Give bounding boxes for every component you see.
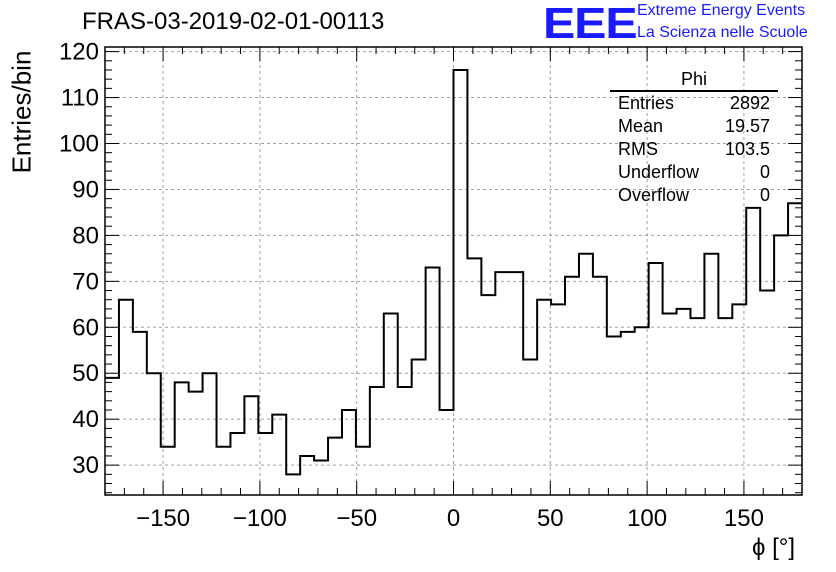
y-tick-label: 60 xyxy=(72,314,99,341)
stats-label: Overflow xyxy=(618,185,690,205)
stats-title: Phi xyxy=(610,68,778,92)
stats-label: RMS xyxy=(618,139,658,159)
stats-row-entries: Entries 2892 xyxy=(610,92,778,115)
stats-label: Entries xyxy=(618,93,675,113)
y-tick-label: 100 xyxy=(59,130,99,157)
x-tick-label: 150 xyxy=(724,505,764,532)
x-tick-label: 100 xyxy=(627,505,667,532)
stats-label: Underflow xyxy=(618,162,700,182)
chart-title: FRAS-03-2019-02-01-00113 xyxy=(82,8,385,35)
stats-label: Mean xyxy=(618,116,664,136)
y-axis-label: Entries/bin xyxy=(6,50,37,174)
stats-row-underflow: Underflow 0 xyxy=(610,161,778,184)
stats-box: Phi Entries 2892 Mean 19.57 RMS 103.5 Un… xyxy=(610,68,778,207)
stats-row-overflow: Overflow 0 xyxy=(610,184,778,207)
y-tick-label: 70 xyxy=(72,268,99,295)
stats-row-rms: RMS 103.5 xyxy=(610,138,778,161)
histogram-line xyxy=(105,68,802,476)
y-tick-label: 120 xyxy=(59,39,99,66)
x-tick-label: −50 xyxy=(336,505,377,532)
stats-value: 0 xyxy=(759,162,770,182)
stats-value: 19.57 xyxy=(724,116,770,136)
logo-subtitle-line1: Extreme Energy Events xyxy=(637,2,806,19)
y-tick-label: 110 xyxy=(61,85,99,112)
x-tick-label: −100 xyxy=(233,505,287,532)
y-tick-label: 40 xyxy=(72,406,99,433)
eee-logo: EEE xyxy=(543,0,638,48)
y-tick-label: 80 xyxy=(72,222,99,249)
x-axis-label: ϕ [°] xyxy=(752,534,796,561)
stats-value: 103.5 xyxy=(724,139,770,159)
stats-value: 0 xyxy=(759,185,770,205)
stats-row-mean: Mean 19.57 xyxy=(610,115,778,138)
y-tick-label: 90 xyxy=(72,176,99,203)
y-tick-label: 30 xyxy=(72,452,99,479)
stats-value: 2892 xyxy=(729,93,770,113)
x-tick-label: 0 xyxy=(447,505,460,532)
x-tick-label: 50 xyxy=(537,505,564,532)
x-tick-label: −150 xyxy=(136,505,190,532)
logo-subtitle-line2: La Scienza nelle Scuole xyxy=(637,24,808,41)
y-tick-label: 50 xyxy=(72,360,99,387)
